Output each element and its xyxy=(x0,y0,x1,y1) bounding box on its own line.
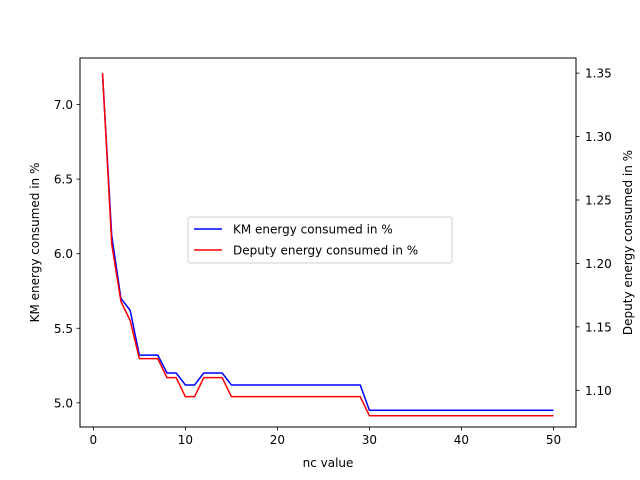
right-y-axis: 1.10 1.15 1.20 1.25 1.30 1.35 xyxy=(576,67,612,398)
left-y-tick-label: 6.5 xyxy=(54,173,73,187)
x-axis: 0 10 20 30 40 50 xyxy=(90,427,561,447)
right-y-tick-label: 1.20 xyxy=(585,257,612,271)
legend-label-km: KM energy consumed in % xyxy=(233,223,393,237)
left-y-tick-label: 5.5 xyxy=(54,322,73,336)
plot-lines xyxy=(101,73,554,417)
legend: KM energy consumed in % Deputy energy co… xyxy=(187,216,453,264)
right-y-tick-label: 1.35 xyxy=(585,67,612,81)
x-tick-label: 20 xyxy=(270,433,285,447)
x-tick-label: 50 xyxy=(546,433,561,447)
left-y-tick-label: 5.0 xyxy=(54,396,73,410)
right-y-tick-label: 1.10 xyxy=(585,384,612,398)
right-y-tick-label: 1.25 xyxy=(585,193,612,207)
x-axis-label: nc value xyxy=(303,456,354,470)
left-y-tick-label: 6.0 xyxy=(54,247,73,261)
x-tick-label: 0 xyxy=(90,433,98,447)
right-y-tick-label: 1.30 xyxy=(585,130,612,144)
plot-frame xyxy=(79,57,577,428)
x-tick-label: 40 xyxy=(454,433,469,447)
right-y-axis-label: Deputy energy consumed in % xyxy=(621,150,635,335)
right-y-tick-label: 1.15 xyxy=(585,320,612,334)
left-y-axis-label: KM energy consumed in % xyxy=(28,163,42,323)
legend-box xyxy=(187,216,453,264)
km-energy-series-line xyxy=(101,74,554,412)
deputy-energy-series-line xyxy=(101,73,554,417)
left-y-axis: 5.0 5.5 6.0 6.5 7.0 xyxy=(54,98,80,410)
legend-label-deputy: Deputy energy consumed in % xyxy=(233,244,418,258)
left-y-tick-label: 7.0 xyxy=(54,98,73,112)
x-tick-label: 10 xyxy=(178,433,193,447)
x-tick-label: 30 xyxy=(362,433,377,447)
